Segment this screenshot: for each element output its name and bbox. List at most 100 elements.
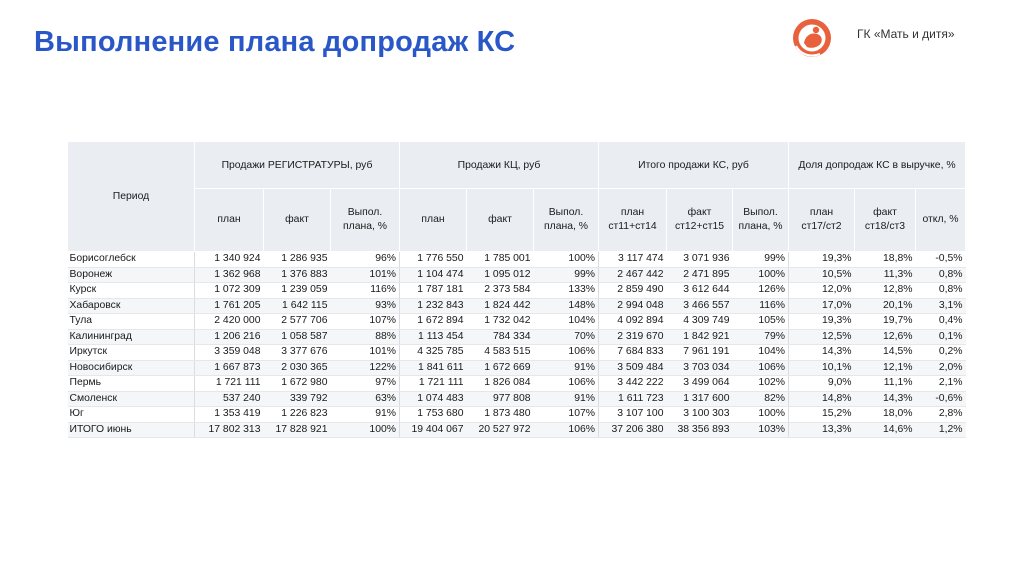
value-cell: 12,0% [788,282,855,299]
value-cell: 1 074 483 [399,391,467,407]
value-cell: 3,1% [915,298,966,314]
value-cell: 102% [732,375,789,392]
value-cell: 96% [330,251,400,268]
value-cell: 784 334 [466,329,534,345]
value-cell: 1 732 042 [466,313,534,330]
table-row: Курск 1 072 309 1 239 059 116% 1 787 181 2 37… [67,282,966,299]
table-row: Юг 1 353 419 1 226 823 91% 1 753 680 1 873 48… [67,406,966,423]
value-cell: 1 787 181 [399,282,467,299]
value-cell: 12,6% [854,329,916,345]
value-cell: 1 058 587 [263,329,331,345]
value-cell: 3 703 034 [666,360,733,376]
value-cell: 14,3% [854,391,916,407]
value-cell: 1 317 600 [666,391,733,407]
value-cell: 3 117 474 [598,251,667,268]
value-cell: 79% [732,329,789,345]
value-cell: 0,1% [915,329,966,345]
value-cell: 3 100 303 [666,406,733,423]
table-row: Смоленск 537 240 339 792 63% 1 074 483 977 80… [67,391,966,407]
value-cell: 1 721 111 [399,375,467,392]
value-cell: 38 356 893 [666,422,733,438]
value-cell: 19,3% [788,251,855,268]
value-cell: 2,0% [915,360,966,376]
table-row: Хабаровск 1 761 205 1 642 115 93% 1 232 843 1… [67,298,966,314]
value-cell: 977 808 [466,391,534,407]
column-header: факт ст18/ст3 [854,188,916,252]
value-cell: 1 286 935 [263,251,331,268]
row-period-cell: Калининград [67,329,195,345]
value-cell: 106% [732,360,789,376]
column-header: план [399,188,467,252]
value-cell: 93% [330,298,400,314]
value-cell: 103% [732,422,789,438]
value-cell: 4 325 785 [399,344,467,361]
value-cell: 4 583 515 [466,344,534,361]
value-cell: 91% [533,360,599,376]
value-cell: 100% [732,267,789,283]
column-header: Выпол. плана, % [533,188,599,252]
table-row: Воронеж 1 362 968 1 376 883 101% 1 104 474 1 … [67,267,966,283]
value-cell: 1 785 001 [466,251,534,268]
value-cell: 37 206 380 [598,422,667,438]
column-header: факт [263,188,331,252]
value-cell: 1 761 205 [194,298,264,314]
value-cell: 122% [330,360,400,376]
value-cell: 2 859 490 [598,282,667,299]
value-cell: 14,8% [788,391,855,407]
value-cell: 3 612 644 [666,282,733,299]
column-header: план ст11+ст14 [598,188,667,252]
value-cell: 1 113 454 [399,329,467,345]
value-cell: 2 373 584 [466,282,534,299]
value-cell: 1 873 480 [466,406,534,423]
value-cell: 106% [533,422,599,438]
value-cell: 0,8% [915,282,966,299]
value-cell: 2 030 365 [263,360,331,376]
value-cell: 1 753 680 [399,406,467,423]
value-cell: 2,8% [915,406,966,423]
value-cell: 70% [533,329,599,345]
value-cell: 116% [330,282,400,299]
value-cell: 1 104 474 [399,267,467,283]
value-cell: 116% [732,298,789,314]
value-cell: 1 232 843 [399,298,467,314]
value-cell: 100% [732,406,789,423]
value-cell: 106% [533,375,599,392]
value-cell: 1 362 968 [194,267,264,283]
value-cell: 1 206 216 [194,329,264,345]
table-row: Тула 2 420 000 2 577 706 107% 1 672 894 1 732… [67,313,966,330]
value-cell: 148% [533,298,599,314]
value-cell: 12,5% [788,329,855,345]
table-row: Иркутск 3 359 048 3 377 676 101% 4 325 785 4 … [67,344,966,361]
value-cell: 0,8% [915,267,966,283]
value-cell: 4 309 749 [666,313,733,330]
value-cell: 14,3% [788,344,855,361]
value-cell: 14,6% [854,422,916,438]
value-cell: 11,3% [854,267,916,283]
value-cell: 1 842 921 [666,329,733,345]
mother-and-child-logo-icon [793,19,831,57]
table-row: Пермь 1 721 111 1 672 980 97% 1 721 111 1 826… [67,375,966,392]
row-period-cell: Тула [67,313,195,330]
value-cell: 1 672 894 [399,313,467,330]
row-period-cell: Смоленск [67,391,195,407]
value-cell: 17 802 313 [194,422,264,438]
value-cell: 1 353 419 [194,406,264,423]
value-cell: 1 776 550 [399,251,467,268]
column-header: Выпол. плана, % [732,188,789,252]
brand-name: ГК «Мать и дитя» [857,27,955,41]
value-cell: 1 667 873 [194,360,264,376]
value-cell: 1,2% [915,422,966,438]
column-header: Выпол. плана, % [330,188,400,252]
value-cell: 107% [533,406,599,423]
value-cell: 12,1% [854,360,916,376]
value-cell: 104% [533,313,599,330]
value-cell: -0,6% [915,391,966,407]
value-cell: 11,1% [854,375,916,392]
column-header: план [194,188,264,252]
table-row: Новосибирск 1 667 873 2 030 365 122% 1 841 6… [67,360,966,376]
value-cell: 91% [533,391,599,407]
row-period-cell: Хабаровск [67,298,195,314]
value-cell: 7 684 833 [598,344,667,361]
value-cell: 339 792 [263,391,331,407]
column-header: план ст17/ст2 [788,188,855,252]
